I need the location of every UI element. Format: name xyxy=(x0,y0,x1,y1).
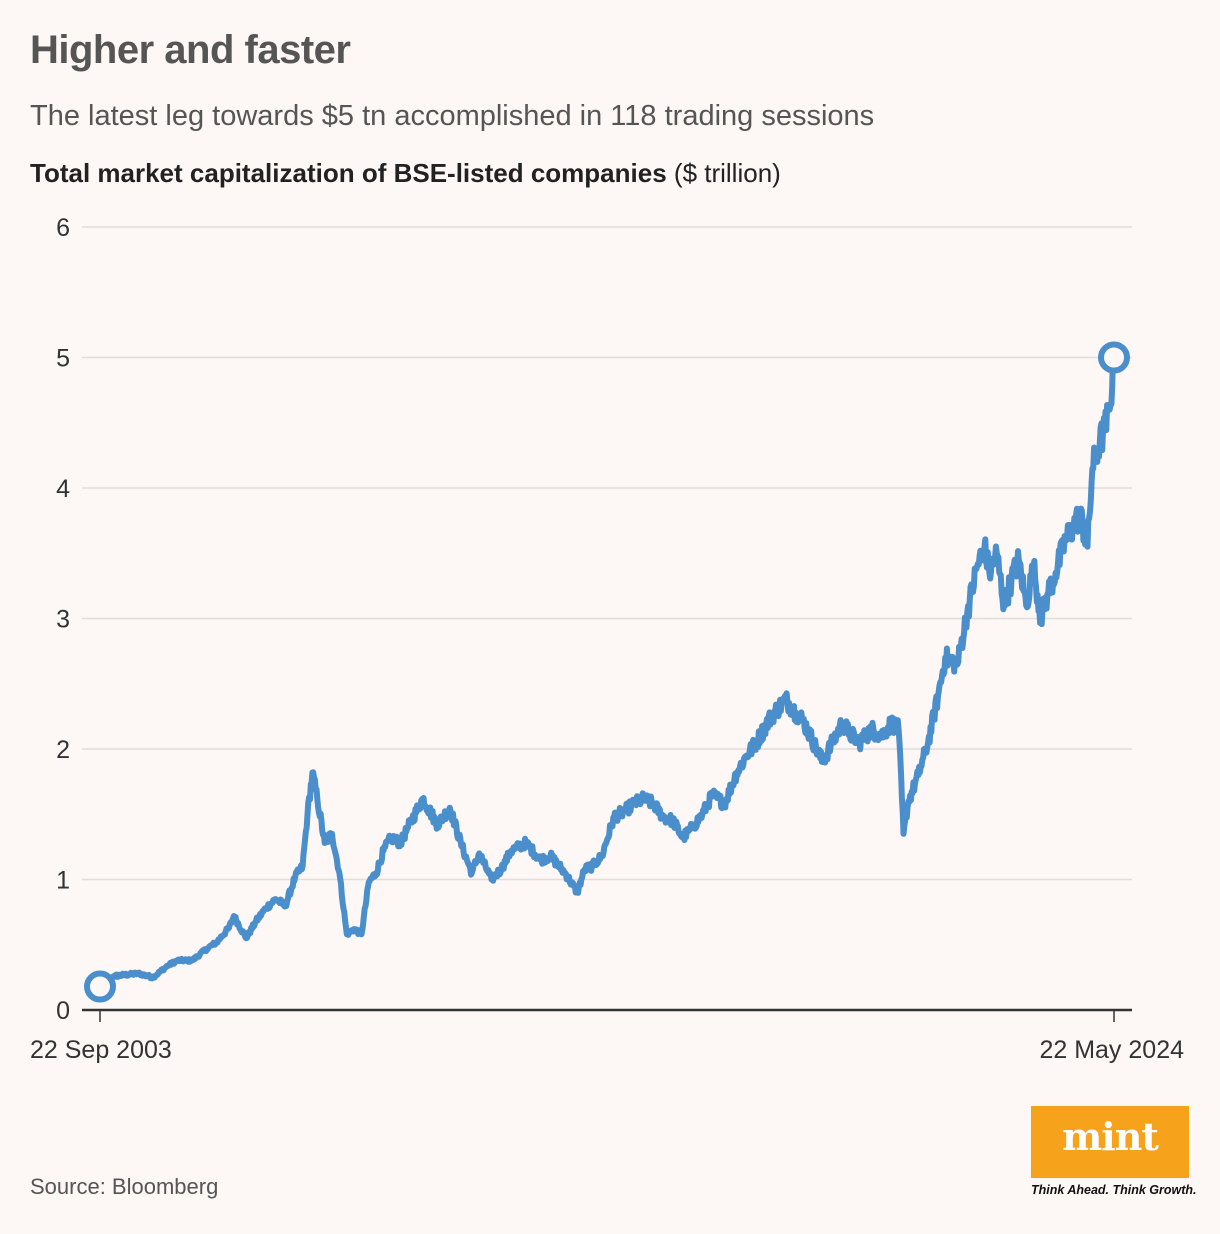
mint-logo: mint xyxy=(1031,1106,1189,1178)
x-tick-label-1: 22 May 2024 xyxy=(1039,1036,1184,1064)
chart-subtitle: The latest leg towards $5 tn accomplishe… xyxy=(30,100,875,132)
series-layer xyxy=(84,341,1130,1003)
measure-label: Total market capitalization of BSE-liste… xyxy=(30,158,781,189)
axis-layer xyxy=(82,1008,1132,1022)
y-tick-label-1: 1 xyxy=(56,867,70,895)
start-point-marker xyxy=(84,970,116,1003)
logo-tagline: Think Ahead. Think Growth. xyxy=(1031,1183,1197,1197)
end-point-marker xyxy=(1098,341,1130,374)
y-tick-label-0: 0 xyxy=(56,997,70,1025)
logo-wordmark: mint xyxy=(1062,1114,1159,1159)
measure-unit: ($ trillion) xyxy=(673,158,781,188)
y-tick-label-4: 4 xyxy=(56,475,70,503)
series-line-0 xyxy=(97,347,1117,990)
y-tick-label-5: 5 xyxy=(56,345,70,373)
label-layer: 0 1 2 3 4 5 6 22 Sep 2003 22 May 2024 xyxy=(30,214,1184,1064)
x-tick-label-0: 22 Sep 2003 xyxy=(30,1036,172,1064)
y-tick-label-3: 3 xyxy=(56,606,70,634)
measure-name: Total market capitalization of BSE-liste… xyxy=(30,158,667,188)
y-tick-label-2: 2 xyxy=(56,736,70,764)
chart-title: Higher and faster xyxy=(30,28,351,72)
grid-layer xyxy=(82,226,1132,881)
source-note: Source: Bloomberg xyxy=(30,1174,219,1199)
y-tick-label-6: 6 xyxy=(56,214,70,242)
